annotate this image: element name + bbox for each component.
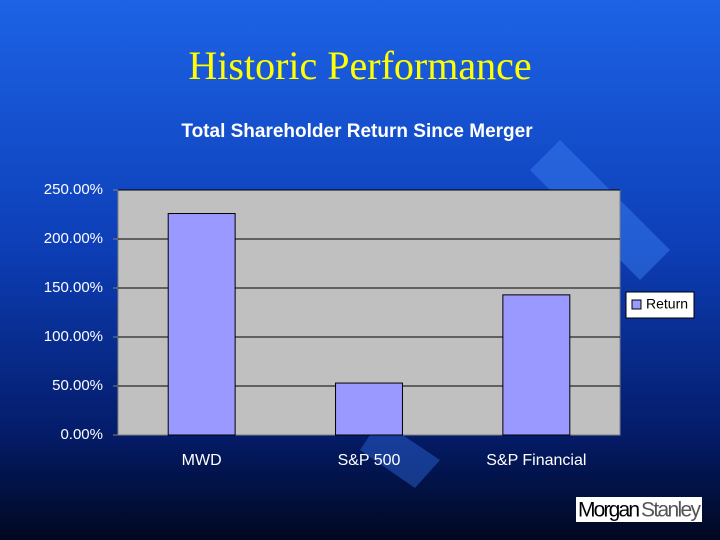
y-tick-label: 0.00% bbox=[60, 426, 103, 443]
y-tick-label: 100.00% bbox=[44, 328, 103, 345]
x-tick-label: S&P 500 bbox=[338, 452, 401, 469]
logo-box bbox=[576, 497, 702, 522]
legend-label: Return bbox=[646, 296, 688, 312]
logo-right: Stanley bbox=[641, 499, 702, 522]
chart: 0.00% 50.00% 100.00% 150.00% 200.00% 250.00% M… bbox=[44, 181, 688, 469]
y-tick-label: 200.00% bbox=[44, 230, 103, 247]
x-tick-label: MWD bbox=[182, 452, 222, 469]
chart-title: Total Shareholder Return Since Merger bbox=[181, 121, 533, 142]
bar bbox=[335, 382, 403, 436]
slide-title: Historic Performance bbox=[188, 43, 531, 88]
logo-left: Morgan bbox=[578, 499, 640, 522]
legend-swatch bbox=[631, 299, 642, 310]
y-tick-label: 50.00% bbox=[52, 377, 103, 394]
y-tick-label: 150.00% bbox=[44, 279, 103, 296]
bar bbox=[502, 294, 571, 436]
y-tick-label: 250.00% bbox=[44, 181, 103, 198]
bar bbox=[167, 213, 236, 436]
x-tick-label: S&P Financial bbox=[486, 452, 586, 469]
decoration bbox=[360, 420, 440, 488]
